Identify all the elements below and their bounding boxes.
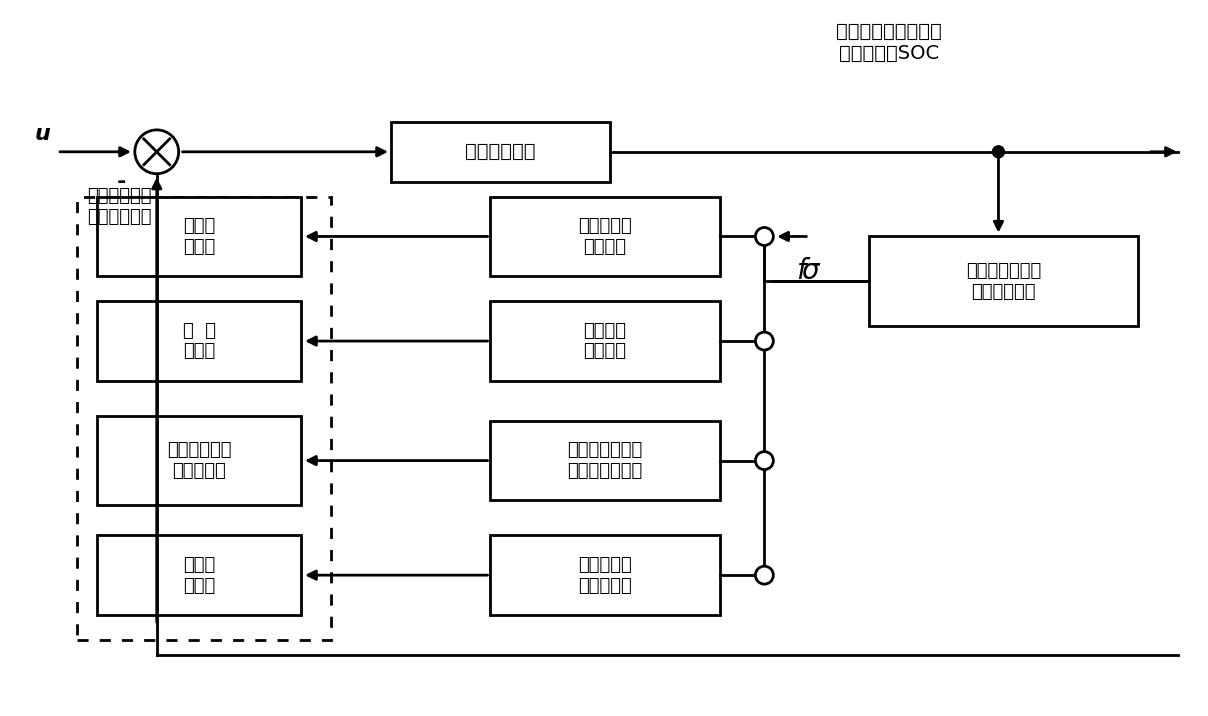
Bar: [490, 301, 720, 381]
Text: u: u: [34, 124, 50, 144]
Text: 发动机、电机
混合控制器: 发动机、电机 混合控制器: [167, 441, 231, 480]
Text: 电机驱动
工作模式: 电机驱动 工作模式: [583, 321, 627, 360]
Text: 发动机
控制器: 发动机 控制器: [182, 217, 215, 256]
Circle shape: [755, 228, 773, 246]
Text: $f\!\sigma$: $f\!\sigma$: [796, 257, 821, 286]
Text: 发动机和电机混
合驱动工作模式: 发动机和电机混 合驱动工作模式: [568, 441, 643, 480]
Bar: [869, 236, 1138, 326]
Text: 以行驶路况为驱
动的切换规则: 以行驶路况为驱 动的切换规则: [966, 262, 1041, 301]
Text: 发动机驱动
工作模式: 发动机驱动 工作模式: [579, 217, 632, 256]
Text: 发动机
控制器: 发动机 控制器: [182, 556, 215, 594]
Bar: [97, 536, 301, 615]
Circle shape: [755, 452, 773, 470]
Text: -: -: [117, 172, 127, 192]
Text: 多模型切换能
量管理控制器: 多模型切换能 量管理控制器: [87, 187, 151, 226]
Text: 能量回馈制
动工作模式: 能量回馈制 动工作模式: [579, 556, 632, 594]
Text: 燃油消耗率、发动机
转速、电池SOC: 燃油消耗率、发动机 转速、电池SOC: [836, 22, 942, 63]
Bar: [97, 416, 301, 505]
Bar: [77, 197, 331, 640]
Bar: [97, 301, 301, 381]
Bar: [490, 536, 720, 615]
Circle shape: [755, 566, 773, 584]
Text: 电  机
控制器: 电 机 控制器: [182, 321, 215, 360]
Text: 混合动力汽车: 混合动力汽车: [465, 142, 535, 161]
Bar: [490, 421, 720, 500]
Bar: [490, 197, 720, 276]
Circle shape: [993, 146, 1004, 158]
Bar: [97, 197, 301, 276]
Circle shape: [755, 332, 773, 350]
Bar: [391, 122, 610, 182]
